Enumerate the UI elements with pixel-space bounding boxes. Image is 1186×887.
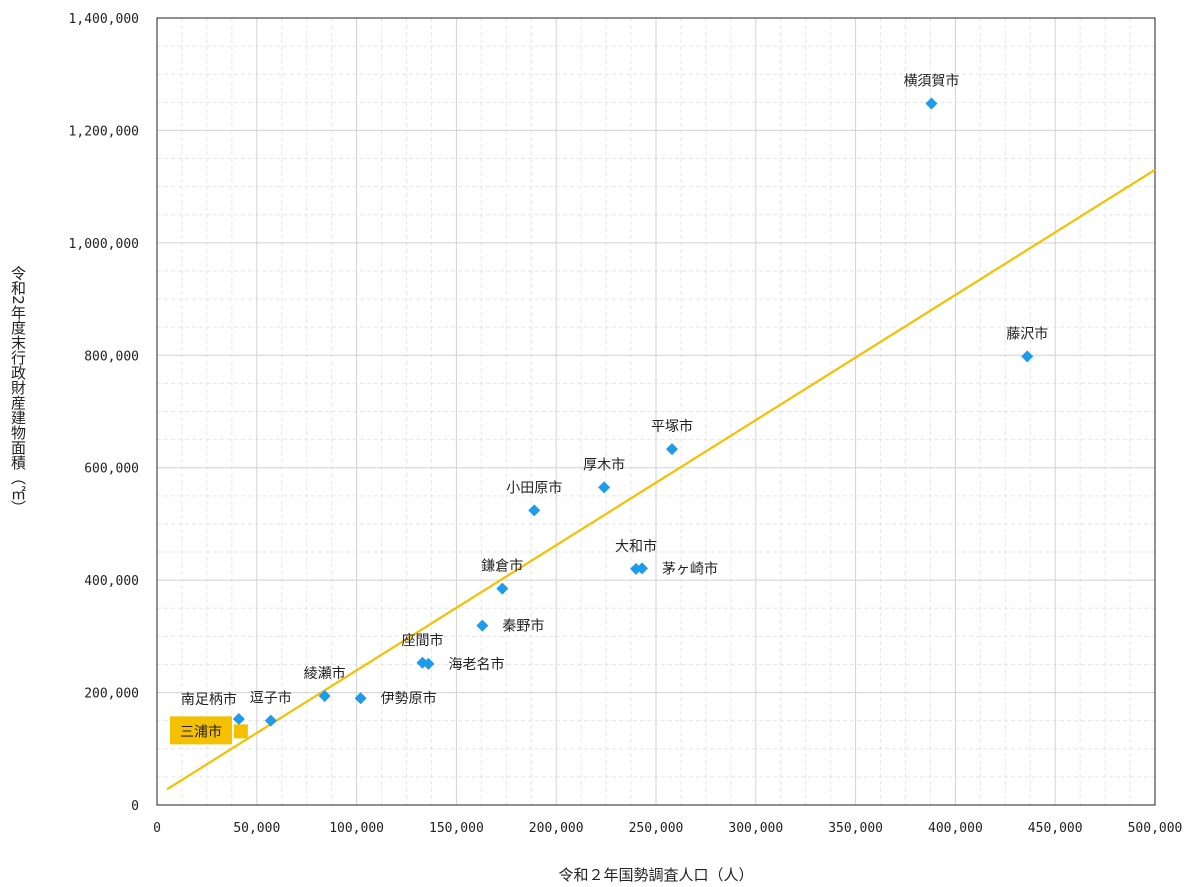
highlight-point: 三浦市 [170,716,248,745]
highlight-marker [233,724,248,739]
x-tick-label: 250,000 [629,821,684,836]
x-tick-label: 400,000 [928,821,983,836]
highlight-label-box [170,716,232,745]
point-label: 藤沢市 [1006,325,1048,342]
plot-frame [156,17,1156,806]
point-label: 伊勢原市 [381,690,437,707]
x-tick-label: 300,000 [728,821,783,836]
point-label: 大和市 [615,538,657,555]
data-point [496,582,509,595]
x-tick-label: 50,000 [233,821,280,836]
highlight-label: 三浦市 [180,723,222,740]
y-tick-label: 400,000 [84,574,139,589]
point-label: 厚木市 [583,456,625,473]
data-point [665,443,678,456]
point-label: 小田原市 [506,479,562,496]
x-axis-title: 令和２年国勢調査人口（人） [558,866,753,884]
x-axis-ticks: 0 50,000 100,000 150,000 200,000 250,000 300,0… [153,821,1182,836]
point-label: 茅ヶ崎市 [662,560,718,577]
x-tick-label: 0 [153,821,161,836]
grid [156,17,1156,806]
y-tick-label: 800,000 [84,349,139,364]
point-label: 横須賀市 [903,72,959,89]
data-point [1021,350,1034,363]
point-label: 秦野市 [502,618,544,635]
x-tick-label: 500,000 [1128,821,1183,836]
y-tick-label: 600,000 [84,462,139,477]
trendline [166,168,1156,791]
point-label: 海老名市 [448,656,504,673]
y-tick-label: 200,000 [84,687,139,702]
data-point [354,692,367,705]
data-point [476,619,489,632]
point-label: 平塚市 [651,418,693,435]
y-axis-title: 令和2年度末行政財産建物面積（㎡） [9,265,27,515]
data-point [528,504,541,517]
y-tick-label: 1,400,000 [69,12,139,27]
y-tick-label: 1,200,000 [69,124,139,139]
y-axis-ticks: 0 200,000 400,000 600,000 800,000 1,000,000 1,… [69,12,139,814]
point-label: 座間市 [401,632,443,649]
x-tick-label: 200,000 [529,821,584,836]
data-point [232,712,245,725]
y-tick-label: 0 [131,799,139,814]
data-point [925,97,938,110]
data-point [598,481,611,494]
point-label: 逗子市 [250,690,292,707]
point-label: 綾瀬市 [304,665,346,682]
point-label: 南足柄市 [181,691,237,708]
data-point [422,657,435,670]
x-tick-label: 350,000 [828,821,883,836]
data-point [636,562,649,575]
data-point [318,689,331,702]
point-label: 鎌倉市 [481,558,523,575]
data-point [264,714,277,727]
x-tick-label: 100,000 [329,821,384,836]
x-tick-label: 450,000 [1028,821,1083,836]
y-tick-label: 1,000,000 [69,237,139,252]
x-tick-label: 150,000 [429,821,484,836]
